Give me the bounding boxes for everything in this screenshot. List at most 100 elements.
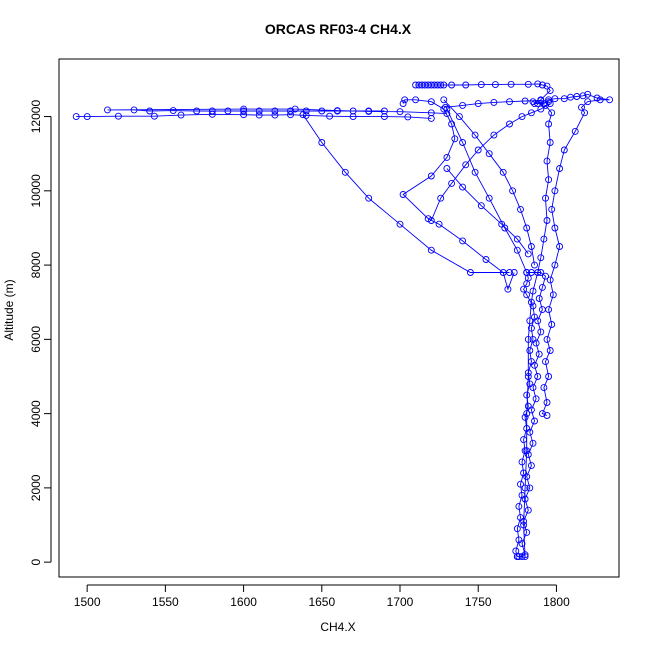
data-point xyxy=(130,106,138,114)
data-point xyxy=(517,480,524,488)
y-tick-label: 8000 xyxy=(29,251,43,278)
data-point xyxy=(474,100,482,108)
data-point xyxy=(507,80,515,88)
data-point xyxy=(531,417,538,425)
data-point xyxy=(542,272,549,280)
data-point xyxy=(435,220,443,228)
data-point xyxy=(551,187,559,195)
data-point xyxy=(540,384,548,392)
data-point xyxy=(498,220,506,228)
data-point xyxy=(534,373,542,380)
data-point xyxy=(543,399,551,406)
data-point xyxy=(299,111,307,119)
data-point xyxy=(287,107,294,115)
data-point xyxy=(529,287,537,295)
data-point xyxy=(462,81,470,89)
data-point xyxy=(606,96,614,104)
x-tick-label: 1550 xyxy=(152,595,179,609)
data-point xyxy=(543,335,551,343)
data-point xyxy=(448,120,456,128)
data-point xyxy=(529,384,537,392)
data-point xyxy=(427,246,435,254)
data-point xyxy=(523,391,531,399)
data-point xyxy=(448,179,456,187)
data-point xyxy=(485,194,493,202)
data-point xyxy=(169,107,177,115)
data-point xyxy=(526,317,534,325)
data-point xyxy=(506,269,513,276)
data-point xyxy=(523,473,531,481)
data-point xyxy=(365,107,373,115)
data-point xyxy=(546,87,554,95)
data-point xyxy=(535,295,543,302)
data-point xyxy=(545,96,553,104)
data-point xyxy=(466,269,474,276)
x-axis-label: CH4.X xyxy=(320,620,355,634)
data-point xyxy=(506,98,513,106)
data-point xyxy=(543,412,551,419)
data-point xyxy=(412,96,420,104)
data-point xyxy=(474,146,482,154)
data-point xyxy=(427,114,435,122)
data-point xyxy=(513,235,521,243)
chart-title: ORCAS RF03-4 CH4.X xyxy=(265,21,412,37)
data-point xyxy=(524,451,532,458)
x-tick-label: 1800 xyxy=(543,595,570,609)
data-point xyxy=(529,302,537,310)
data-point xyxy=(551,95,559,103)
data-point xyxy=(556,243,564,250)
data-point xyxy=(72,113,80,121)
data-point xyxy=(396,108,404,116)
series-5 xyxy=(72,110,435,122)
data-point xyxy=(437,194,445,202)
data-point xyxy=(427,217,435,224)
series-line xyxy=(523,101,553,557)
data-point xyxy=(240,107,248,115)
data-point xyxy=(560,146,568,154)
data-point xyxy=(527,243,535,250)
data-point xyxy=(459,101,467,109)
data-point xyxy=(546,100,554,108)
data-point xyxy=(524,335,532,343)
data-point xyxy=(513,553,521,561)
data-point xyxy=(485,150,493,158)
data-point xyxy=(482,256,490,263)
data-point xyxy=(524,373,532,380)
data-point xyxy=(535,350,543,358)
data-point xyxy=(521,97,529,105)
plot-series xyxy=(72,80,614,561)
data-point xyxy=(271,111,279,119)
series-1 xyxy=(520,98,556,561)
data-point xyxy=(534,317,542,325)
data-point xyxy=(521,484,529,492)
data-point xyxy=(509,187,517,195)
x-tick-label: 1700 xyxy=(387,595,414,609)
data-point xyxy=(540,235,548,243)
data-point xyxy=(532,339,540,347)
data-point xyxy=(443,165,451,172)
data-point xyxy=(523,291,531,299)
data-point xyxy=(427,172,435,180)
data-point xyxy=(523,269,531,276)
data-point xyxy=(477,81,485,89)
series-2 xyxy=(399,96,518,293)
data-point xyxy=(399,191,407,198)
data-point xyxy=(527,324,535,332)
data-point xyxy=(83,113,91,121)
data-point xyxy=(271,107,279,115)
data-point xyxy=(526,484,534,492)
plot-frame xyxy=(58,58,620,578)
data-point xyxy=(440,96,448,104)
data-point xyxy=(177,111,185,119)
data-point xyxy=(548,321,556,328)
data-point xyxy=(534,80,542,88)
data-point xyxy=(441,103,449,111)
data-point xyxy=(114,112,122,120)
data-point xyxy=(490,131,498,139)
data-point xyxy=(534,269,542,276)
data-point xyxy=(546,139,554,146)
data-point xyxy=(523,410,531,418)
data-point xyxy=(255,111,263,119)
data-point xyxy=(543,217,551,224)
data-point xyxy=(527,109,535,117)
